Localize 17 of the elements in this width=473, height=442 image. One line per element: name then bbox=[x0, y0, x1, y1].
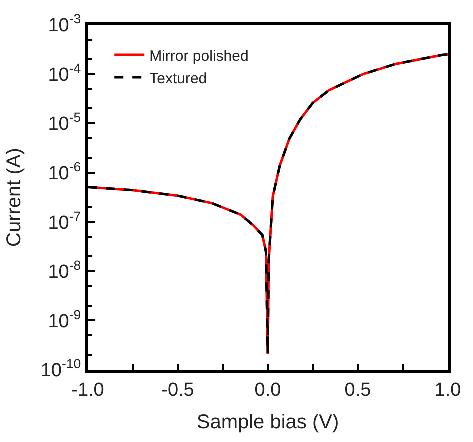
y-tick-label: 10$^{-9}$ bbox=[48, 307, 82, 332]
x-tick-label: 0.5 bbox=[344, 380, 372, 401]
y-tick-label: 10$^{-8}$ bbox=[48, 258, 82, 284]
legend-label: Textured bbox=[150, 70, 208, 88]
y-tick-label: 10$^{-4}$ bbox=[48, 60, 82, 86]
x-tick-label: 1.0 bbox=[434, 380, 462, 401]
x-tick-label: 0.0 bbox=[254, 380, 282, 401]
y-tick-label: 10$^{-3}$ bbox=[48, 12, 82, 37]
y-tick-label: 10$^{-7}$ bbox=[48, 208, 82, 234]
legend-label: Mirror polished bbox=[150, 48, 249, 65]
x-tick-label: -0.5 bbox=[162, 380, 194, 401]
y-tick-label: 10$^{-10}$ bbox=[40, 356, 82, 382]
y-axis-title: Current (A) bbox=[3, 148, 26, 247]
y-tick-label: 10$^{-6}$ bbox=[48, 160, 82, 185]
y-tick-label: 10$^{-5}$ bbox=[48, 110, 82, 136]
x-axis-title: Sample bias (V) bbox=[196, 411, 340, 434]
x-tick-label: -1.0 bbox=[72, 380, 104, 401]
